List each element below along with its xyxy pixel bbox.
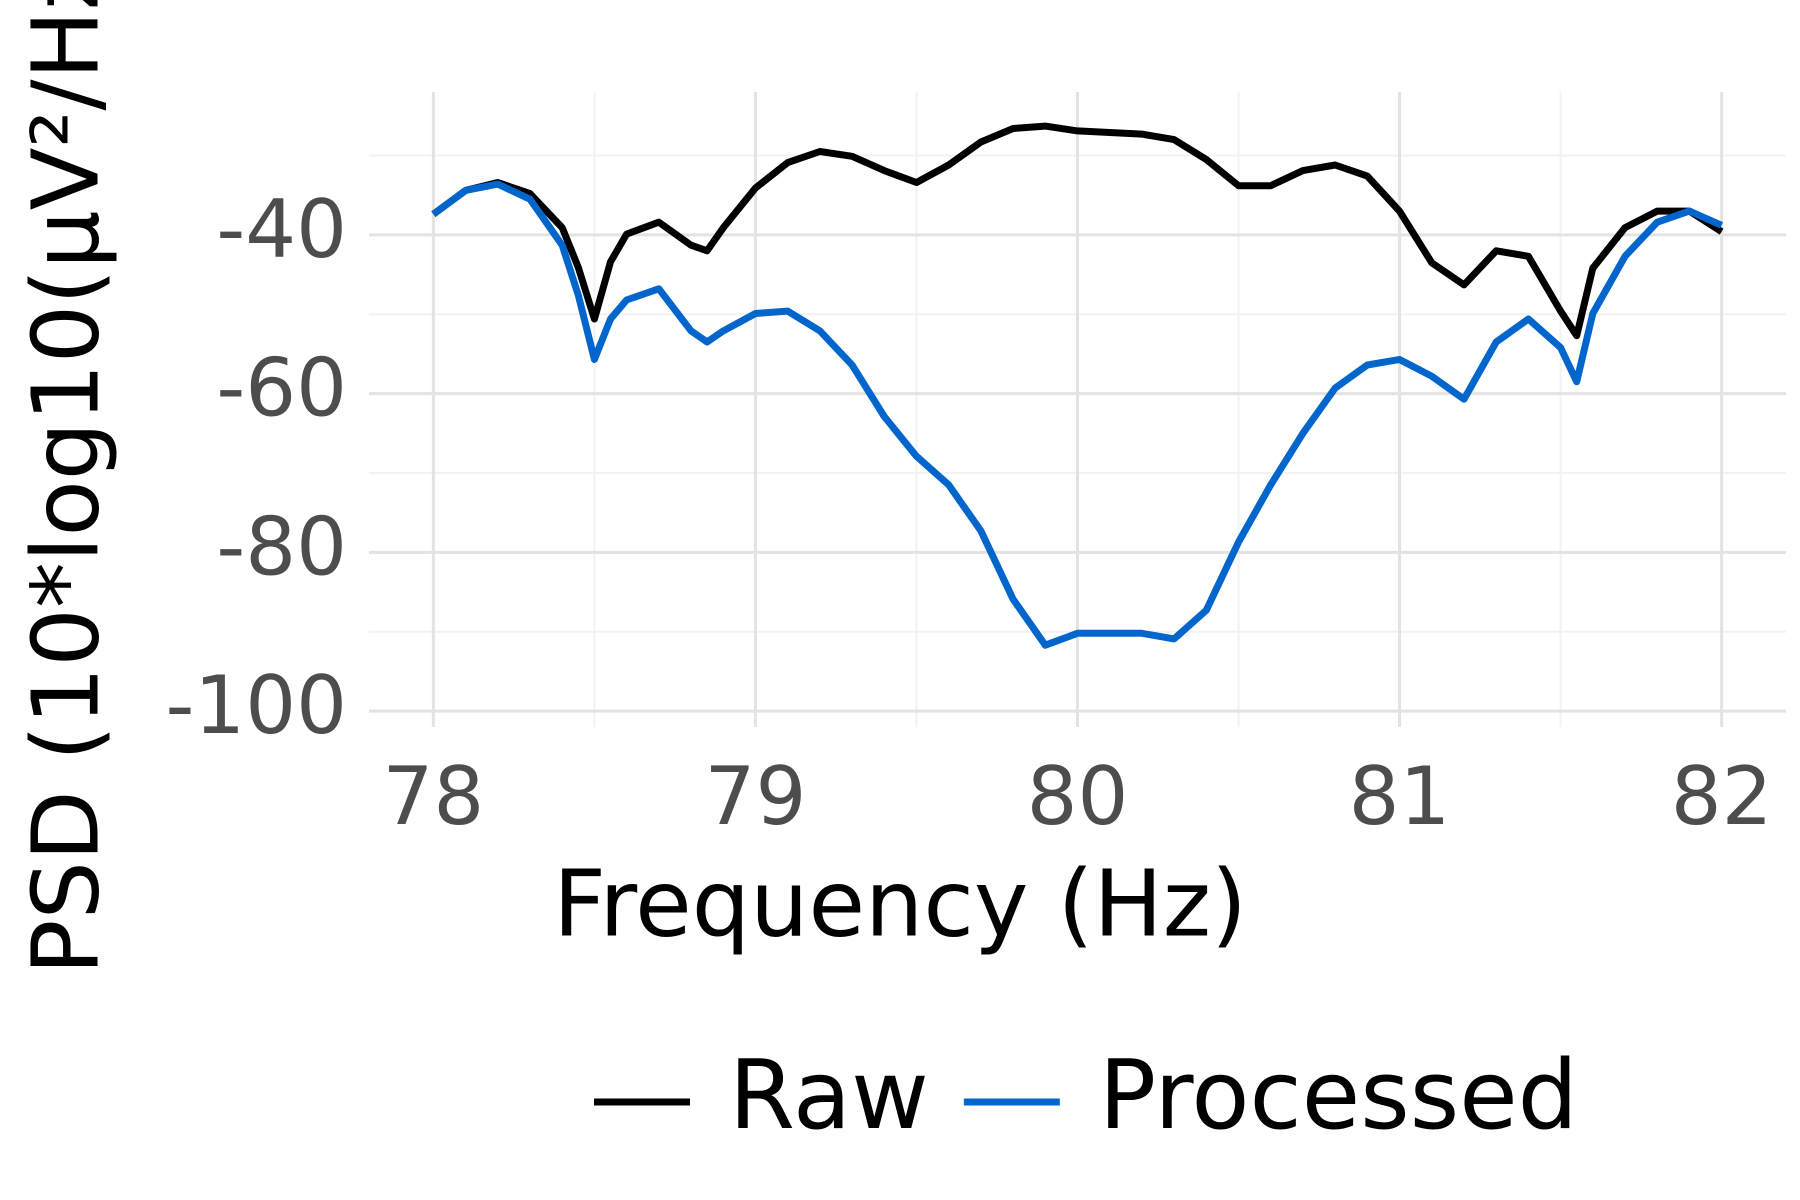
x-tick-label: 79	[705, 750, 807, 843]
line	[431, 180, 1724, 649]
x-tick-label: 80	[1027, 750, 1129, 843]
y-tick-label: -80	[216, 500, 347, 593]
x-tick-label: 82	[1671, 750, 1773, 843]
x-tick-label: 78	[383, 750, 485, 843]
y-tick-label: -40	[216, 183, 347, 276]
x-tick-label: 81	[1349, 750, 1451, 843]
y-axis-title: PSD (10*log10(μV²/Hz))	[12, 0, 119, 975]
legend-label: Raw	[729, 1041, 929, 1151]
line	[431, 122, 1724, 340]
legend-label: Processed	[1099, 1041, 1578, 1151]
y-tick-label: -60	[216, 342, 347, 435]
y-tick-label: -100	[165, 659, 347, 752]
x-axis-title: Frequency (Hz)	[553, 850, 1247, 957]
